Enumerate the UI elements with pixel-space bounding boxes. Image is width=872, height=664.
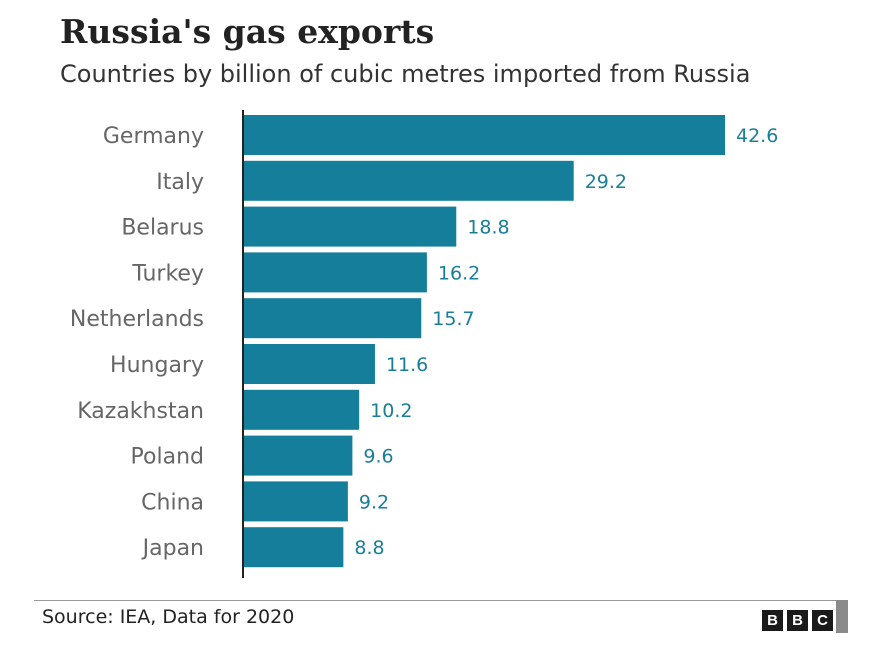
value-label: 11.6	[386, 354, 428, 376]
bar-germany	[244, 115, 725, 155]
category-label: Poland	[131, 445, 204, 470]
footer-divider	[34, 600, 838, 601]
value-label: 10.2	[370, 400, 412, 422]
bars-group: Germany 42.6 Italy 29.2 Belarus 18.8 Turkey 16.…	[70, 115, 778, 568]
value-label: 42.6	[736, 125, 778, 147]
logo-letter: C	[812, 610, 833, 631]
category-label: Germany	[103, 124, 204, 149]
edge-mark	[836, 600, 848, 633]
bar-hungary	[244, 344, 375, 384]
value-label: 9.2	[359, 491, 389, 513]
category-label: Belarus	[121, 216, 204, 241]
value-label: 9.6	[363, 446, 393, 468]
category-label: Netherlands	[70, 307, 204, 332]
value-label: 16.2	[438, 262, 480, 284]
bar-poland	[244, 435, 353, 476]
value-label: 29.2	[585, 171, 627, 193]
value-label: 15.7	[432, 308, 474, 330]
source-note: Source: IEA, Data for 2020	[42, 606, 295, 628]
bar-china	[244, 481, 348, 522]
value-label: 8.8	[354, 537, 384, 559]
logo-letter: B	[787, 610, 808, 631]
bar-netherlands	[244, 298, 422, 339]
category-label: China	[141, 490, 204, 515]
chart-subtitle: Countries by billion of cubic metres imp…	[60, 60, 751, 88]
bar-japan	[244, 527, 344, 568]
value-label: 18.8	[467, 217, 509, 239]
bar-belarus	[244, 206, 457, 247]
category-label: Japan	[141, 536, 204, 561]
bar-turkey	[244, 252, 427, 293]
category-label: Hungary	[110, 353, 204, 378]
bbc-logo: B B C	[762, 610, 833, 631]
category-label: Italy	[156, 170, 204, 195]
logo-letter: B	[762, 610, 783, 631]
bar-chart: Germany 42.6 Italy 29.2 Belarus 18.8 Turkey 16.…	[70, 110, 778, 578]
chart-title: Russia's gas exports	[60, 12, 435, 51]
category-label: Kazakhstan	[77, 399, 204, 424]
category-label: Turkey	[131, 261, 204, 286]
bar-kazakhstan	[244, 389, 360, 430]
bar-italy	[244, 160, 574, 201]
